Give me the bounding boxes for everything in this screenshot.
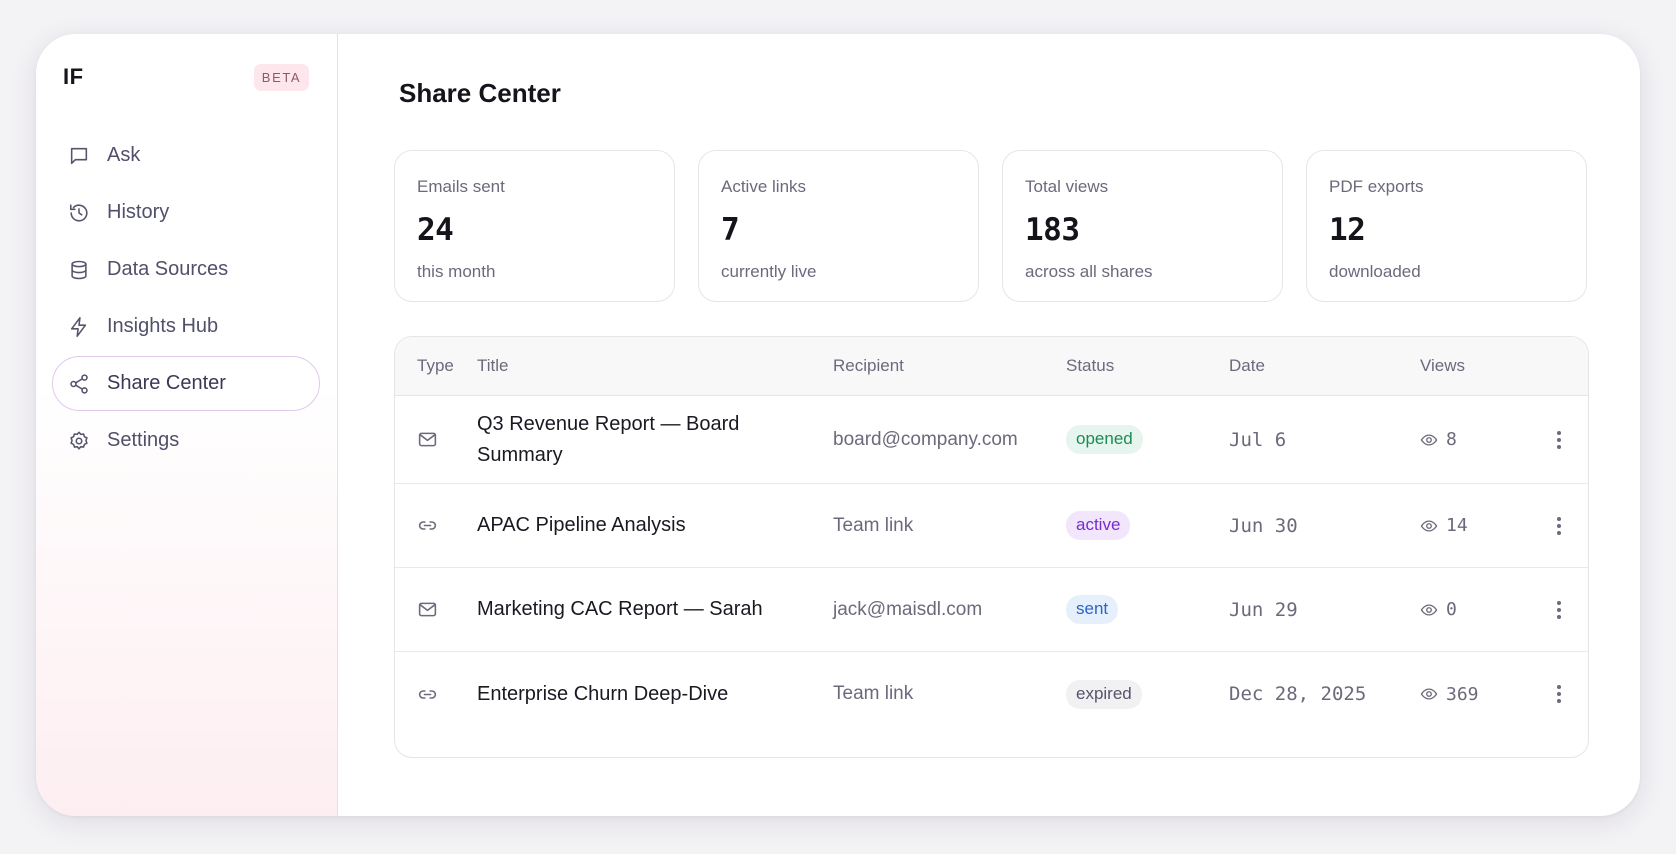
- actions-cell: [1530, 680, 1588, 708]
- stat-label: Total views: [1025, 177, 1109, 196]
- header-title[interactable]: Title: [477, 356, 509, 375]
- status-badge: expired: [1066, 679, 1142, 709]
- status-badge: opened: [1066, 425, 1143, 454]
- stat-card-total-views: Total views 183 across all shares: [1002, 150, 1283, 302]
- stat-card-pdf-exports: PDF exports 12 downloaded: [1306, 150, 1587, 302]
- eye-icon: [1420, 433, 1438, 446]
- row-date: Jun 29: [1229, 598, 1298, 621]
- row-title[interactable]: APAC Pipeline Analysis: [477, 514, 686, 536]
- sidebar-item-data-sources[interactable]: Data Sources: [52, 242, 320, 297]
- sidebar-item-label: History: [107, 201, 170, 223]
- views-count: 0: [1446, 599, 1457, 620]
- mail-icon: [395, 429, 477, 450]
- database-icon: [67, 258, 91, 282]
- status-cell: active: [1066, 511, 1229, 540]
- row-date: Jul 6: [1229, 428, 1287, 451]
- sidebar-item-settings[interactable]: Settings: [52, 413, 320, 468]
- sidebar-item-label: Ask: [107, 144, 141, 166]
- more-options-icon[interactable]: [1547, 680, 1571, 708]
- sidebar-item-label: Data Sources: [107, 258, 229, 280]
- stat-value: 183: [1025, 212, 1080, 248]
- table-row[interactable]: Enterprise Churn Deep-Dive Team link exp…: [395, 652, 1588, 736]
- mail-icon: [395, 599, 477, 620]
- row-views: 14: [1420, 515, 1530, 536]
- gear-icon: [67, 429, 91, 453]
- stat-card-emails-sent: Emails sent 24 this month: [394, 150, 675, 302]
- header-views[interactable]: Views: [1420, 356, 1466, 375]
- main-content: Share Center Emails sent 24 this month A…: [338, 34, 1640, 816]
- eye-icon: [1420, 519, 1438, 532]
- table-row[interactable]: APAC Pipeline Analysis Team link active …: [395, 484, 1588, 568]
- actions-cell: [1530, 512, 1588, 540]
- row-recipient: jack@maisdl.com: [833, 598, 983, 620]
- stat-card-active-links: Active links 7 currently live: [698, 150, 979, 302]
- link-icon: [395, 515, 477, 536]
- sidebar-item-label: Insights Hub: [107, 315, 219, 337]
- status-cell: sent: [1066, 595, 1229, 624]
- app-window: IF BETA Ask History Data Sources: [36, 34, 1640, 816]
- more-options-icon[interactable]: [1547, 512, 1571, 540]
- more-options-icon[interactable]: [1547, 596, 1571, 624]
- sidebar: IF BETA Ask History Data Sources: [36, 34, 338, 816]
- sidebar-nav: Ask History Data Sources Insights Hub: [52, 128, 320, 470]
- more-options-icon[interactable]: [1547, 426, 1571, 454]
- link-icon: [395, 684, 477, 705]
- sidebar-item-label: Share Center: [107, 372, 226, 394]
- share-icon: [67, 372, 91, 396]
- row-title[interactable]: Marketing CAC Report — Sarah: [477, 598, 763, 620]
- views-count: 8: [1446, 429, 1457, 450]
- row-views: 8: [1420, 429, 1530, 450]
- status-badge: sent: [1066, 595, 1119, 624]
- stats-row: Emails sent 24 this month Active links 7…: [394, 150, 1587, 302]
- sidebar-item-ask[interactable]: Ask: [52, 128, 320, 183]
- stat-value: 24: [417, 212, 454, 248]
- views-count: 14: [1446, 515, 1468, 536]
- table-row[interactable]: Q3 Revenue Report — Board Summary board@…: [395, 396, 1588, 484]
- stat-subtext: across all shares: [1025, 262, 1153, 281]
- table-header: Type Title Recipient Status Date Views: [395, 337, 1588, 396]
- stat-value: 12: [1329, 212, 1366, 248]
- row-date: Dec 28, 2025: [1229, 683, 1367, 705]
- actions-cell: [1530, 426, 1588, 454]
- sidebar-item-label: Settings: [107, 429, 180, 451]
- header-recipient[interactable]: Recipient: [833, 356, 904, 375]
- actions-cell: [1530, 596, 1588, 624]
- row-title[interactable]: Q3 Revenue Report — Board Summary: [477, 412, 740, 466]
- row-recipient: Team link: [833, 683, 914, 704]
- row-recipient: Team link: [833, 514, 914, 536]
- stat-subtext: this month: [417, 262, 496, 281]
- row-views: 0: [1420, 599, 1530, 620]
- stat-label: PDF exports: [1329, 177, 1424, 196]
- status-badge: active: [1066, 511, 1131, 540]
- row-date: Jun 30: [1229, 514, 1298, 537]
- page-title: Share Center: [399, 78, 561, 108]
- status-cell: expired: [1066, 679, 1229, 709]
- history-icon: [67, 201, 91, 225]
- header-type[interactable]: Type: [417, 356, 454, 375]
- stat-label: Active links: [721, 177, 807, 196]
- lightning-icon: [67, 315, 91, 339]
- eye-icon: [1420, 603, 1438, 616]
- shares-table: Type Title Recipient Status Date Views Q…: [394, 336, 1589, 758]
- row-views: 369: [1420, 684, 1530, 705]
- sidebar-item-history[interactable]: History: [52, 185, 320, 240]
- views-count: 369: [1446, 683, 1479, 705]
- header-date[interactable]: Date: [1229, 356, 1265, 375]
- header-status[interactable]: Status: [1066, 356, 1115, 375]
- table-row[interactable]: Marketing CAC Report — Sarah jack@maisdl…: [395, 568, 1588, 652]
- stat-subtext: currently live: [721, 262, 817, 281]
- chat-icon: [67, 144, 91, 168]
- eye-icon: [1420, 688, 1438, 700]
- row-title[interactable]: Enterprise Churn Deep-Dive: [477, 682, 729, 705]
- stat-subtext: downloaded: [1329, 262, 1421, 281]
- stat-value: 7: [721, 212, 740, 248]
- row-recipient: board@company.com: [833, 428, 1018, 450]
- beta-badge: BETA: [254, 64, 309, 91]
- sidebar-item-insights-hub[interactable]: Insights Hub: [52, 299, 320, 354]
- stat-label: Emails sent: [417, 177, 505, 196]
- sidebar-item-share-center[interactable]: Share Center: [52, 356, 320, 411]
- brand-logo: IF: [63, 64, 84, 89]
- status-cell: opened: [1066, 425, 1229, 454]
